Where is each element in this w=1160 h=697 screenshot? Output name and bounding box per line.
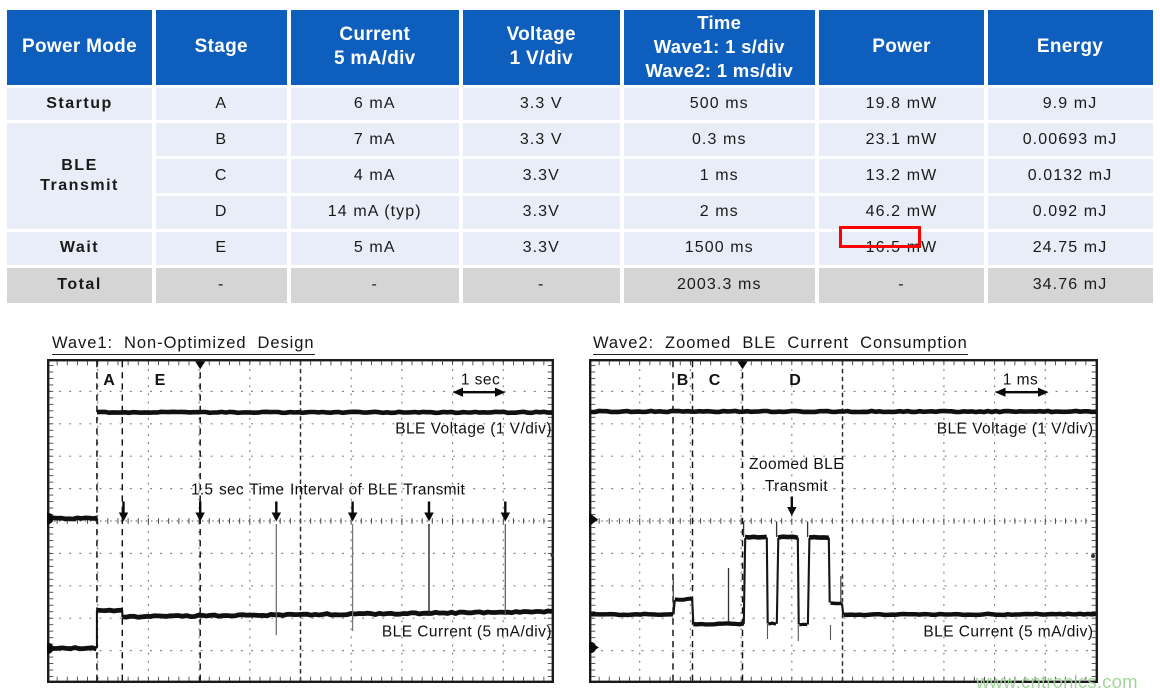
svg-text:Zoomed BLE: Zoomed BLE [749, 456, 844, 473]
svg-text:BLE Current (5 mA/div): BLE Current (5 mA/div) [382, 624, 552, 641]
svg-text:D: D [789, 372, 801, 389]
svg-text:1.5 sec Time Interval of BLE T: 1.5 sec Time Interval of BLE Transmit [191, 482, 465, 499]
svg-text:Transmit: Transmit [765, 478, 829, 495]
svg-text:BLE Voltage (1 V/div): BLE Voltage (1 V/div) [395, 421, 552, 438]
svg-text:A: A [103, 372, 115, 389]
svg-text:B: B [677, 372, 689, 389]
svg-text:1 ms: 1 ms [1003, 372, 1038, 389]
svg-text:BLE Voltage (1 V/div): BLE Voltage (1 V/div) [937, 421, 1094, 438]
svg-text:1 sec: 1 sec [461, 372, 500, 389]
svg-text:C: C [709, 372, 721, 389]
svg-text:BLE Current (5 mA/div): BLE Current (5 mA/div) [923, 624, 1093, 641]
svg-text:E: E [155, 372, 166, 389]
